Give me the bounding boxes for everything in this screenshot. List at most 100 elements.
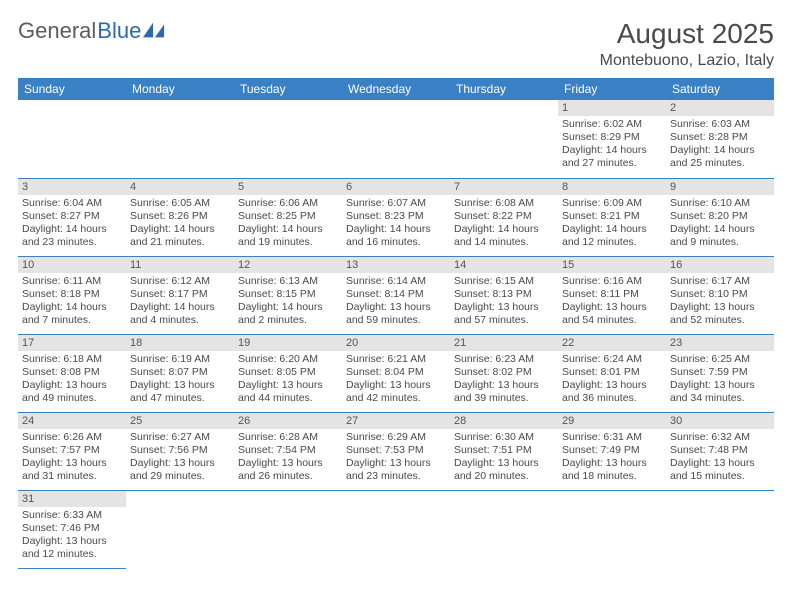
day-number: 8	[558, 179, 666, 195]
day-details: Sunrise: 6:31 AMSunset: 7:49 PMDaylight:…	[558, 429, 666, 488]
day-header: Sunday	[18, 78, 126, 100]
day-details: Sunrise: 6:33 AMSunset: 7:46 PMDaylight:…	[18, 507, 126, 566]
calendar-cell: 27Sunrise: 6:29 AMSunset: 7:53 PMDayligh…	[342, 412, 450, 490]
calendar-cell: 8Sunrise: 6:09 AMSunset: 8:21 PMDaylight…	[558, 178, 666, 256]
sail-icon	[143, 22, 165, 38]
day-number: 11	[126, 257, 234, 273]
calendar-cell	[342, 100, 450, 178]
day-number: 31	[18, 491, 126, 507]
calendar-head: SundayMondayTuesdayWednesdayThursdayFrid…	[18, 78, 774, 100]
calendar-cell: 2Sunrise: 6:03 AMSunset: 8:28 PMDaylight…	[666, 100, 774, 178]
calendar-cell: 13Sunrise: 6:14 AMSunset: 8:14 PMDayligh…	[342, 256, 450, 334]
day-number: 27	[342, 413, 450, 429]
calendar-cell: 22Sunrise: 6:24 AMSunset: 8:01 PMDayligh…	[558, 334, 666, 412]
calendar-cell: 4Sunrise: 6:05 AMSunset: 8:26 PMDaylight…	[126, 178, 234, 256]
day-details: Sunrise: 6:32 AMSunset: 7:48 PMDaylight:…	[666, 429, 774, 488]
day-number: 5	[234, 179, 342, 195]
day-number: 19	[234, 335, 342, 351]
day-number: 21	[450, 335, 558, 351]
day-number: 26	[234, 413, 342, 429]
day-details: Sunrise: 6:05 AMSunset: 8:26 PMDaylight:…	[126, 195, 234, 254]
day-number: 24	[18, 413, 126, 429]
month-title: August 2025	[600, 18, 774, 50]
day-details: Sunrise: 6:20 AMSunset: 8:05 PMDaylight:…	[234, 351, 342, 410]
calendar-cell	[450, 490, 558, 568]
day-details: Sunrise: 6:15 AMSunset: 8:13 PMDaylight:…	[450, 273, 558, 332]
day-header: Thursday	[450, 78, 558, 100]
day-details: Sunrise: 6:13 AMSunset: 8:15 PMDaylight:…	[234, 273, 342, 332]
calendar-cell: 21Sunrise: 6:23 AMSunset: 8:02 PMDayligh…	[450, 334, 558, 412]
day-header: Monday	[126, 78, 234, 100]
day-number: 25	[126, 413, 234, 429]
calendar-table: SundayMondayTuesdayWednesdayThursdayFrid…	[18, 78, 774, 569]
day-number: 17	[18, 335, 126, 351]
location-subtitle: Montebuono, Lazio, Italy	[600, 52, 774, 70]
calendar-cell: 14Sunrise: 6:15 AMSunset: 8:13 PMDayligh…	[450, 256, 558, 334]
day-number: 3	[18, 179, 126, 195]
day-number: 16	[666, 257, 774, 273]
day-number: 4	[126, 179, 234, 195]
day-details: Sunrise: 6:02 AMSunset: 8:29 PMDaylight:…	[558, 116, 666, 175]
day-details: Sunrise: 6:21 AMSunset: 8:04 PMDaylight:…	[342, 351, 450, 410]
day-number: 2	[666, 100, 774, 116]
day-details: Sunrise: 6:29 AMSunset: 7:53 PMDaylight:…	[342, 429, 450, 488]
day-details: Sunrise: 6:07 AMSunset: 8:23 PMDaylight:…	[342, 195, 450, 254]
calendar-cell	[666, 490, 774, 568]
day-details: Sunrise: 6:26 AMSunset: 7:57 PMDaylight:…	[18, 429, 126, 488]
calendar-cell: 17Sunrise: 6:18 AMSunset: 8:08 PMDayligh…	[18, 334, 126, 412]
day-header: Tuesday	[234, 78, 342, 100]
day-number: 29	[558, 413, 666, 429]
calendar-cell: 30Sunrise: 6:32 AMSunset: 7:48 PMDayligh…	[666, 412, 774, 490]
day-details: Sunrise: 6:10 AMSunset: 8:20 PMDaylight:…	[666, 195, 774, 254]
calendar-cell: 31Sunrise: 6:33 AMSunset: 7:46 PMDayligh…	[18, 490, 126, 568]
calendar-cell	[450, 100, 558, 178]
brand-logo: General Blue	[18, 18, 165, 44]
calendar-cell: 9Sunrise: 6:10 AMSunset: 8:20 PMDaylight…	[666, 178, 774, 256]
day-number: 13	[342, 257, 450, 273]
calendar-cell: 29Sunrise: 6:31 AMSunset: 7:49 PMDayligh…	[558, 412, 666, 490]
day-details: Sunrise: 6:28 AMSunset: 7:54 PMDaylight:…	[234, 429, 342, 488]
day-details: Sunrise: 6:25 AMSunset: 7:59 PMDaylight:…	[666, 351, 774, 410]
calendar-cell: 15Sunrise: 6:16 AMSunset: 8:11 PMDayligh…	[558, 256, 666, 334]
day-number: 9	[666, 179, 774, 195]
day-number: 12	[234, 257, 342, 273]
calendar-cell	[126, 100, 234, 178]
calendar-body: 1Sunrise: 6:02 AMSunset: 8:29 PMDaylight…	[18, 100, 774, 568]
calendar-cell	[18, 100, 126, 178]
day-details: Sunrise: 6:24 AMSunset: 8:01 PMDaylight:…	[558, 351, 666, 410]
day-number: 14	[450, 257, 558, 273]
calendar-cell	[342, 490, 450, 568]
day-details: Sunrise: 6:19 AMSunset: 8:07 PMDaylight:…	[126, 351, 234, 410]
day-details: Sunrise: 6:17 AMSunset: 8:10 PMDaylight:…	[666, 273, 774, 332]
page-header: General Blue August 2025 Montebuono, Laz…	[18, 18, 774, 70]
day-number: 22	[558, 335, 666, 351]
day-details: Sunrise: 6:03 AMSunset: 8:28 PMDaylight:…	[666, 116, 774, 175]
calendar-cell: 12Sunrise: 6:13 AMSunset: 8:15 PMDayligh…	[234, 256, 342, 334]
day-header: Saturday	[666, 78, 774, 100]
day-details: Sunrise: 6:18 AMSunset: 8:08 PMDaylight:…	[18, 351, 126, 410]
day-number: 6	[342, 179, 450, 195]
day-details: Sunrise: 6:16 AMSunset: 8:11 PMDaylight:…	[558, 273, 666, 332]
calendar-cell: 19Sunrise: 6:20 AMSunset: 8:05 PMDayligh…	[234, 334, 342, 412]
calendar-cell	[126, 490, 234, 568]
calendar-cell: 6Sunrise: 6:07 AMSunset: 8:23 PMDaylight…	[342, 178, 450, 256]
calendar-cell: 5Sunrise: 6:06 AMSunset: 8:25 PMDaylight…	[234, 178, 342, 256]
day-number: 15	[558, 257, 666, 273]
calendar-cell: 16Sunrise: 6:17 AMSunset: 8:10 PMDayligh…	[666, 256, 774, 334]
calendar-cell: 18Sunrise: 6:19 AMSunset: 8:07 PMDayligh…	[126, 334, 234, 412]
calendar-cell: 23Sunrise: 6:25 AMSunset: 7:59 PMDayligh…	[666, 334, 774, 412]
day-details: Sunrise: 6:06 AMSunset: 8:25 PMDaylight:…	[234, 195, 342, 254]
day-number: 10	[18, 257, 126, 273]
day-number: 7	[450, 179, 558, 195]
brand-part2: Blue	[97, 18, 141, 44]
calendar-cell: 10Sunrise: 6:11 AMSunset: 8:18 PMDayligh…	[18, 256, 126, 334]
calendar-cell: 3Sunrise: 6:04 AMSunset: 8:27 PMDaylight…	[18, 178, 126, 256]
day-number: 1	[558, 100, 666, 116]
day-details: Sunrise: 6:30 AMSunset: 7:51 PMDaylight:…	[450, 429, 558, 488]
brand-part1: General	[18, 18, 96, 44]
calendar-cell: 7Sunrise: 6:08 AMSunset: 8:22 PMDaylight…	[450, 178, 558, 256]
calendar-cell	[558, 490, 666, 568]
day-number: 18	[126, 335, 234, 351]
day-number: 23	[666, 335, 774, 351]
calendar-cell: 1Sunrise: 6:02 AMSunset: 8:29 PMDaylight…	[558, 100, 666, 178]
